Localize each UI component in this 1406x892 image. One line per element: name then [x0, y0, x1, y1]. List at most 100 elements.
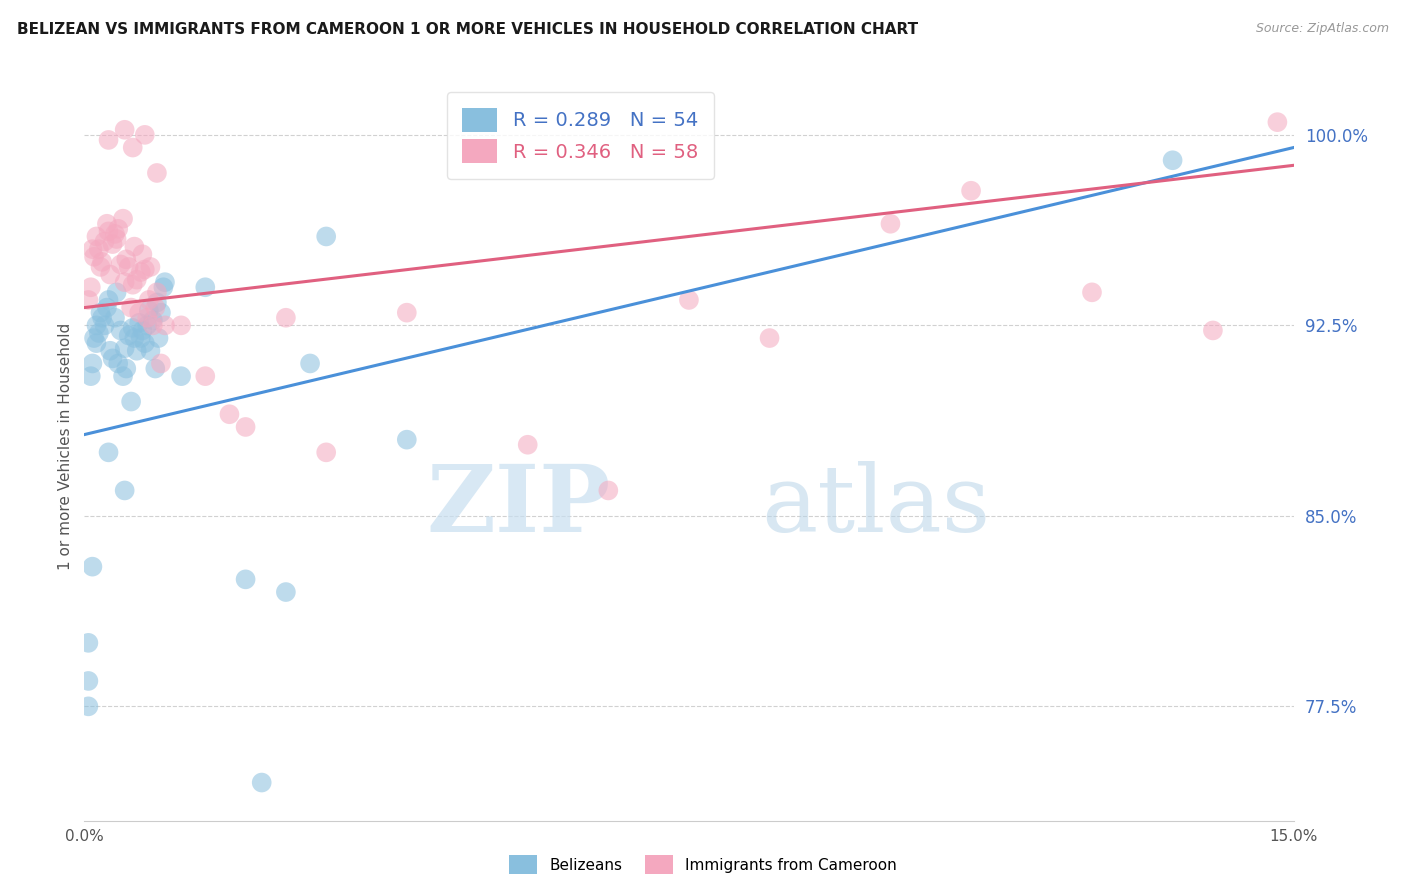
Point [960, 184, 983, 198]
Point [146, 295, 169, 310]
Point [83, 331, 105, 345]
Y-axis label: 1 or more Vehicles in Household: 1 or more Vehicles in Household [58, 322, 73, 570]
Point [97, 445, 120, 459]
Point [97, 293, 120, 307]
Point [80, 369, 103, 384]
Point [170, 318, 193, 333]
Point [110, 257, 132, 271]
Point [146, 166, 169, 180]
Point [89, 306, 111, 320]
Point [138, 303, 160, 318]
Point [107, 222, 129, 236]
Point [315, 229, 337, 244]
Point [1081, 285, 1104, 300]
Point [97, 224, 120, 238]
Point [86, 318, 108, 333]
Point [96, 217, 118, 231]
Point [139, 343, 162, 358]
Point [152, 280, 174, 294]
Point [153, 318, 176, 333]
Point [98, 343, 121, 358]
Point [124, 331, 146, 345]
Point [105, 232, 128, 246]
Point [125, 343, 148, 358]
Point [105, 285, 128, 300]
Point [678, 293, 700, 307]
Point [142, 313, 165, 327]
Point [87, 326, 110, 340]
Point [77, 636, 100, 650]
Point [124, 239, 146, 253]
Legend: Belizeans, Immigrants from Cameroon: Belizeans, Immigrants from Cameroon [503, 849, 903, 880]
Point [98, 268, 121, 282]
Point [1202, 323, 1225, 337]
Point [274, 585, 297, 599]
Point [125, 272, 148, 286]
Point [93, 235, 115, 249]
Point [879, 217, 901, 231]
Point [143, 301, 166, 315]
Point [142, 318, 165, 333]
Point [86, 229, 108, 244]
Point [87, 242, 110, 256]
Point [82, 242, 104, 256]
Point [112, 369, 135, 384]
Point [115, 361, 138, 376]
Point [107, 356, 129, 370]
Point [235, 572, 257, 586]
Point [153, 275, 176, 289]
Legend: R = 0.289   N = 54, R = 0.346   N = 58: R = 0.289 N = 54, R = 0.346 N = 58 [447, 92, 714, 178]
Point [134, 128, 156, 142]
Point [83, 250, 105, 264]
Point [96, 301, 118, 315]
Point [86, 336, 108, 351]
Point [758, 331, 780, 345]
Point [139, 260, 162, 274]
Point [395, 433, 418, 447]
Point [128, 306, 150, 320]
Point [120, 394, 142, 409]
Point [149, 356, 172, 370]
Point [136, 318, 159, 333]
Point [114, 122, 136, 136]
Point [93, 318, 115, 333]
Point [114, 275, 136, 289]
Point [138, 293, 160, 307]
Point [80, 280, 103, 294]
Point [82, 559, 104, 574]
Text: Source: ZipAtlas.com: Source: ZipAtlas.com [1256, 22, 1389, 36]
Point [101, 237, 124, 252]
Point [315, 445, 337, 459]
Point [114, 341, 136, 355]
Point [129, 265, 152, 279]
Point [120, 301, 142, 315]
Point [97, 133, 120, 147]
Point [395, 306, 418, 320]
Point [114, 483, 136, 498]
Point [118, 328, 141, 343]
Point [77, 699, 100, 714]
Point [115, 252, 138, 267]
Point [134, 262, 156, 277]
Text: atlas: atlas [762, 461, 991, 551]
Point [143, 361, 166, 376]
Point [128, 316, 150, 330]
Point [235, 420, 257, 434]
Point [218, 407, 240, 421]
Point [112, 211, 135, 226]
Point [148, 331, 170, 345]
Point [1161, 153, 1184, 168]
Point [598, 483, 620, 498]
Point [89, 260, 111, 274]
Text: ZIP: ZIP [426, 461, 610, 551]
Point [134, 336, 156, 351]
Point [516, 438, 538, 452]
Point [91, 310, 114, 325]
Point [131, 323, 153, 337]
Point [299, 356, 322, 370]
Point [1267, 115, 1289, 129]
Point [101, 351, 124, 366]
Text: BELIZEAN VS IMMIGRANTS FROM CAMEROON 1 OR MORE VEHICLES IN HOUSEHOLD CORRELATION: BELIZEAN VS IMMIGRANTS FROM CAMEROON 1 O… [17, 22, 918, 37]
Point [129, 331, 152, 345]
Point [82, 356, 104, 370]
